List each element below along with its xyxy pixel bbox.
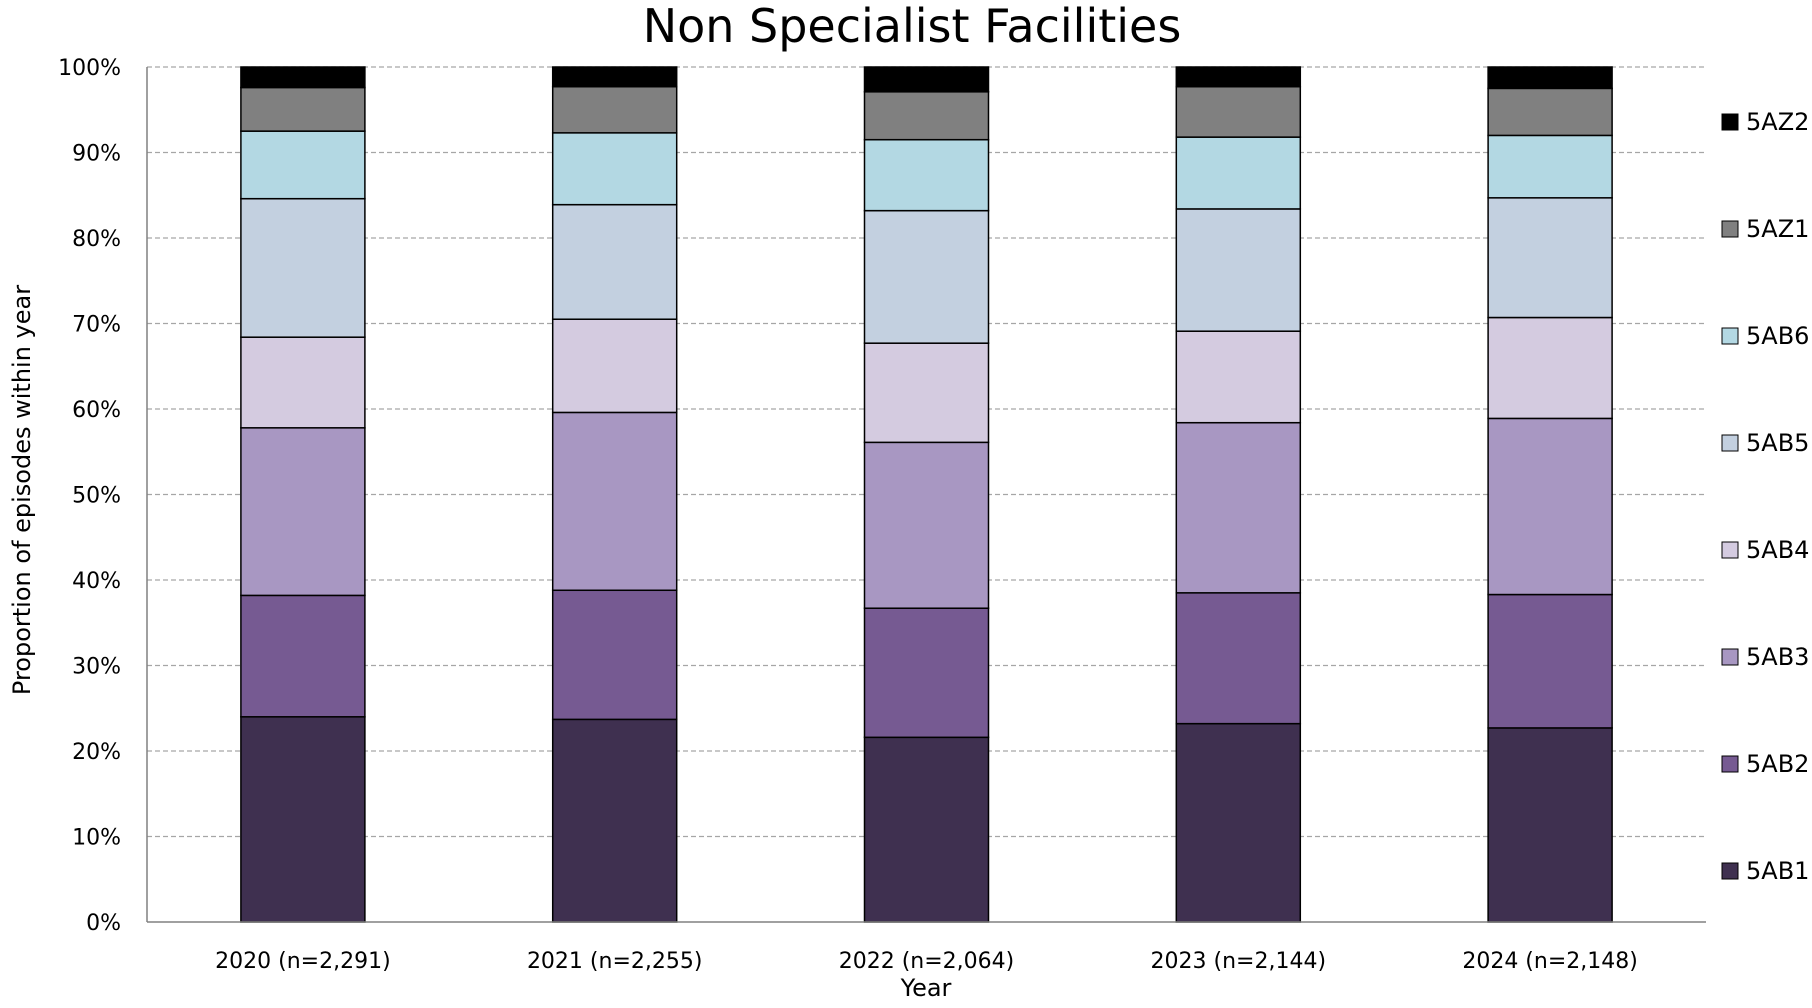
bar-segment-5az1 (240, 86, 366, 132)
bar-segment-5az1 (1487, 87, 1613, 137)
chart-title: Non Specialist Facilities (643, 0, 1182, 53)
bar-segment-5az1 (863, 91, 990, 141)
bar-segment-5ab2 (551, 589, 678, 721)
bar-segment-5ab1 (240, 716, 366, 923)
legend-swatch (1721, 541, 1739, 559)
legend-swatch (1721, 327, 1739, 345)
bar-segment-5ab3 (863, 441, 990, 609)
bar-segment-5az2 (240, 66, 366, 89)
y-tick-label: 60% (72, 398, 121, 423)
bar-segment-5ab2 (1175, 592, 1302, 725)
bar-segment-5ab2 (1487, 593, 1613, 729)
x-tick-label: 2021 (n=2,255) (527, 949, 703, 974)
x-tick-label: 2023 (n=2,144) (1151, 949, 1327, 974)
legend-label: 5AB1 (1746, 857, 1809, 885)
axes: 0% 10% 20% 30% 40% 50% 60% 70% 80% 90% 100% 2020 (n… (58, 56, 1706, 974)
bar-segment-5ab4 (1487, 316, 1613, 420)
legend-swatch (1721, 434, 1739, 452)
bar-segment-5az1 (1175, 85, 1302, 138)
legend-swatch (1721, 648, 1739, 666)
y-tick-label: 40% (72, 569, 121, 594)
bar-segment-5ab1 (1487, 727, 1613, 923)
bar-segment-5ab2 (863, 607, 990, 739)
bar-segment-5az1 (551, 85, 678, 134)
y-tick-label: 100% (58, 56, 121, 81)
y-tick-label: 70% (72, 313, 121, 338)
bar-segment-5ab3 (1175, 421, 1302, 594)
bar-segment-5az2 (551, 66, 678, 88)
bar-segment-5ab4 (551, 318, 678, 414)
bar-segment-5ab6 (1487, 134, 1613, 199)
bar-segment-5ab5 (240, 197, 366, 338)
bar-segment-5ab4 (240, 336, 366, 429)
legend-swatch (1721, 755, 1739, 773)
y-tick-label: 50% (72, 484, 121, 509)
legend-swatch (1721, 113, 1739, 131)
bar-segment-5ab4 (863, 342, 990, 444)
bar-segment-5ab1 (863, 736, 990, 923)
legend-label: 5AB5 (1746, 429, 1809, 457)
y-axis-label: Proportion of episodes within year (8, 285, 36, 695)
bar-segment-5ab5 (863, 209, 990, 344)
legend-label: 5AB3 (1746, 643, 1809, 671)
bar-segment-5ab5 (1175, 208, 1302, 332)
bar-segment-5ab5 (551, 203, 678, 320)
legend-swatch (1721, 862, 1739, 880)
bar-segment-5ab1 (1175, 722, 1302, 923)
y-tick-label: 30% (72, 655, 121, 680)
y-tick-label: 10% (72, 826, 121, 851)
bar-segment-5ab1 (551, 718, 678, 923)
y-tick-label: 20% (72, 740, 121, 765)
legend-label: 5AB6 (1746, 322, 1809, 350)
x-tick-label: 2022 (n=2,064) (839, 949, 1015, 974)
legend-swatch (1721, 220, 1739, 238)
bar-segment-5az2 (1487, 66, 1613, 90)
y-tick-label: 90% (72, 142, 121, 167)
bar-segment-5ab6 (1175, 136, 1302, 210)
bar-segment-5ab3 (1487, 417, 1613, 596)
legend-label: 5AZ1 (1746, 215, 1809, 243)
bar-segment-5ab3 (551, 411, 678, 592)
bar-segment-5az2 (1175, 66, 1302, 88)
bar-segment-5ab6 (551, 132, 678, 206)
bar-segment-5az2 (863, 66, 990, 93)
y-tick-label: 0% (86, 911, 121, 936)
bar-segment-5ab3 (240, 427, 366, 597)
bar-segment-5ab4 (1175, 330, 1302, 424)
legend-label: 5AZ2 (1746, 108, 1809, 136)
y-tick-label: 80% (72, 227, 121, 252)
legend-label: 5AB4 (1746, 536, 1809, 564)
legend: 5AZ2 5AZ1 5AB6 5AB5 5AB4 5AB3 5AB2 5AB1 (1721, 108, 1809, 885)
bar-segment-5ab6 (863, 138, 990, 212)
bar-segment-5ab5 (1487, 197, 1613, 319)
x-tick-label: 2020 (n=2,291) (215, 949, 391, 974)
bars (240, 66, 1613, 923)
bar-segment-5ab6 (240, 130, 366, 200)
x-tick-label: 2024 (n=2,148) (1462, 949, 1638, 974)
x-axis-label: Year (900, 974, 952, 1002)
legend-label: 5AB2 (1746, 750, 1809, 778)
bar-segment-5ab2 (240, 594, 366, 718)
